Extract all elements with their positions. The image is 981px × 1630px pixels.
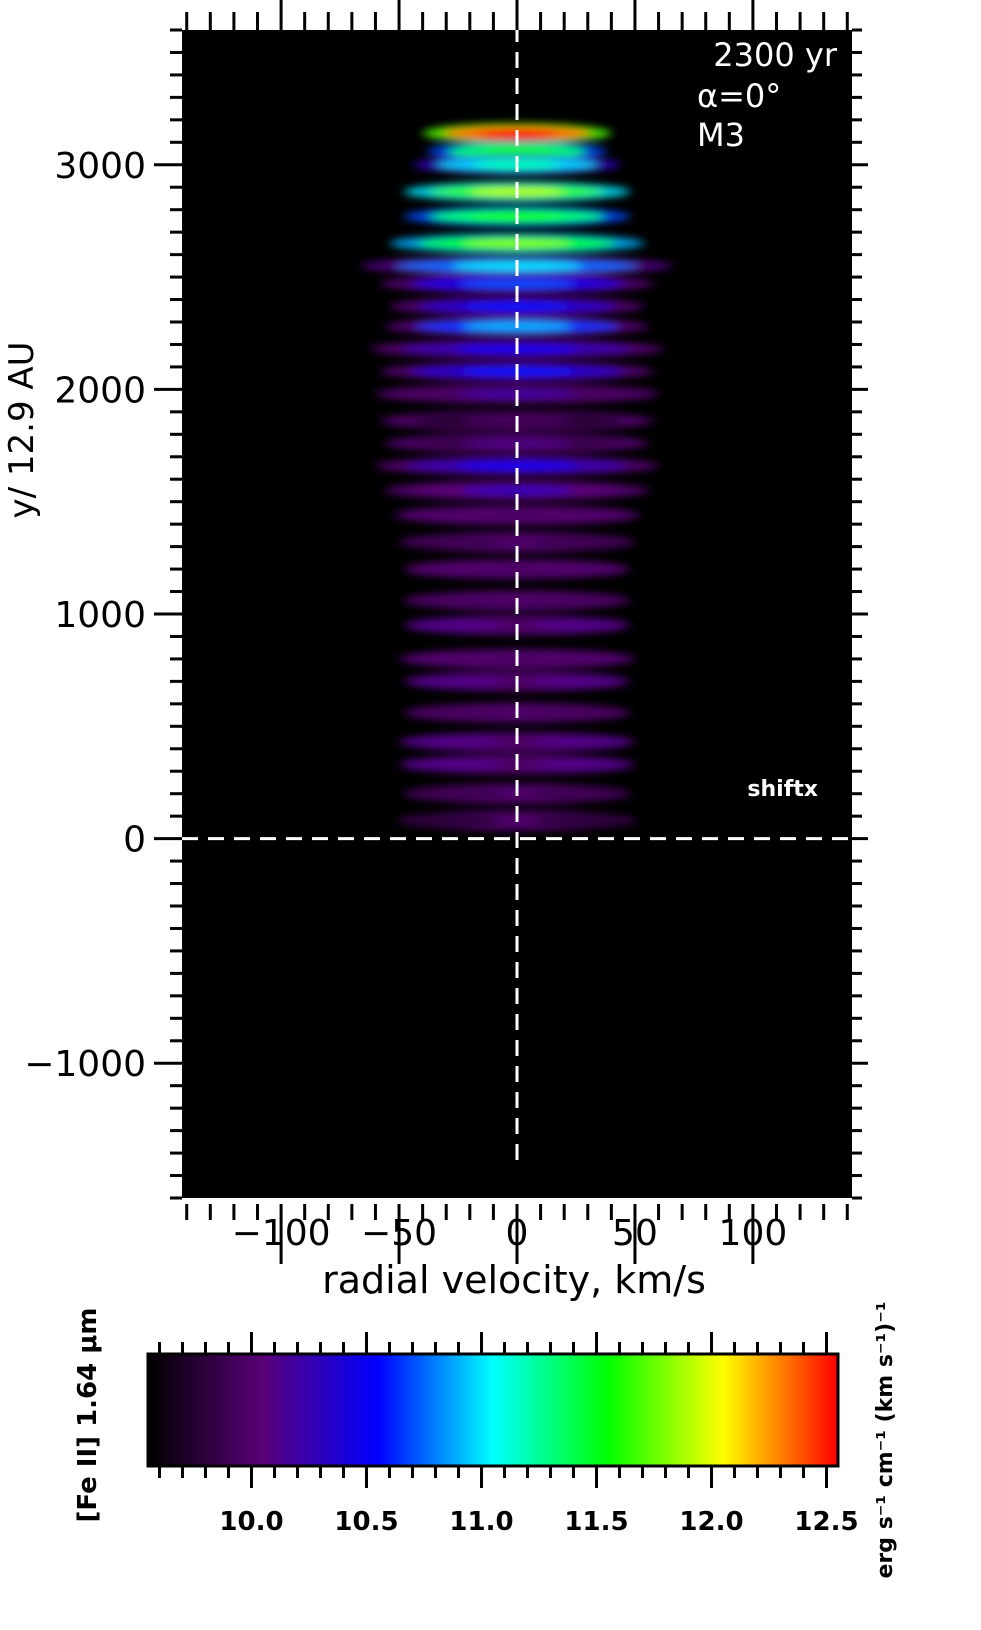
emission-band-lobe xyxy=(532,651,632,666)
time-annotation: 2300 yr xyxy=(713,36,838,74)
emission-band-lobe xyxy=(531,618,627,633)
emission-band-lobe xyxy=(407,562,503,577)
y-tick-label: 1000 xyxy=(54,595,146,636)
emission-band-lobe xyxy=(402,757,502,772)
x-tick-label: 0 xyxy=(506,1213,529,1254)
emission-band-lobe xyxy=(532,535,632,550)
emission-band-lobe xyxy=(402,535,502,550)
x-axis-label: radial velocity, km/s xyxy=(322,1258,706,1302)
emission-band-lobe xyxy=(402,651,502,666)
emission-band-lobe xyxy=(402,734,502,750)
colorbar-tick-label: 12.0 xyxy=(679,1507,743,1537)
axis-tick-labels: −100 −50 0 50 100 −1000 0 1000 2000 3000 xyxy=(24,146,787,1254)
colorbar-tick-label: 11.5 xyxy=(564,1507,628,1537)
colorbar-gradient-bar xyxy=(146,1352,840,1468)
emission-band-peak xyxy=(479,146,555,156)
y-tick-label: 3000 xyxy=(54,146,146,187)
colorbar-label: [Fe II] 1.64 μm xyxy=(73,1308,103,1523)
emission-band-lobe xyxy=(407,674,503,689)
emission-band-lobe xyxy=(407,705,503,720)
emission-band-lobe xyxy=(531,562,627,577)
x-tick-label: 100 xyxy=(719,1213,788,1254)
y-tick-label: 2000 xyxy=(54,370,146,411)
x-tick-label: −100 xyxy=(232,1213,331,1254)
emission-band-lobe xyxy=(532,757,632,772)
emission-band-lobe xyxy=(531,705,627,720)
emission-band-lobe xyxy=(531,674,627,689)
colorbar-tick-labels: 10.0 10.5 11.0 11.5 12.0 12.5 xyxy=(219,1507,858,1537)
colorbar-tick-label: 12.5 xyxy=(794,1507,858,1537)
axis-ticks xyxy=(154,0,868,1264)
colorbar-tick-label: 10.5 xyxy=(334,1507,398,1537)
emission-band-lobe xyxy=(532,734,632,750)
emission-band-lobe xyxy=(398,508,502,523)
colorbar-tick-label: 11.0 xyxy=(449,1507,513,1537)
emission-band-lobe xyxy=(531,786,627,801)
emission-band-peak xyxy=(461,485,573,496)
emission-band-lobe xyxy=(531,593,627,608)
x-tick-label: −50 xyxy=(361,1213,437,1254)
shift-annotation: shiftx xyxy=(747,777,818,802)
model-annotation: M3 xyxy=(697,116,745,154)
emission-band-lobe xyxy=(402,813,502,828)
emission-band-peak xyxy=(459,279,575,289)
emission-band-lobe xyxy=(407,786,503,801)
x-tick-label: 50 xyxy=(612,1213,658,1254)
colorbar-ticks xyxy=(158,1332,828,1488)
y-tick-label: 0 xyxy=(123,820,146,861)
colorbar-tick-label: 10.0 xyxy=(219,1507,283,1537)
colorbar-units: erg s⁻¹ cm⁻¹ (km s⁻¹)⁻¹ xyxy=(873,1302,898,1579)
angle-annotation: α=0° xyxy=(697,77,781,115)
emission-band-peak xyxy=(463,301,571,311)
y-axis-label: y/ 12.9 AU xyxy=(2,341,42,518)
emission-band-lobe xyxy=(407,618,503,633)
emission-band-lobe xyxy=(532,813,632,828)
emission-band-peak xyxy=(457,461,577,471)
y-tick-label: −1000 xyxy=(24,1044,146,1085)
emission-band-lobe xyxy=(407,593,503,608)
emission-band-lobe xyxy=(532,508,636,523)
